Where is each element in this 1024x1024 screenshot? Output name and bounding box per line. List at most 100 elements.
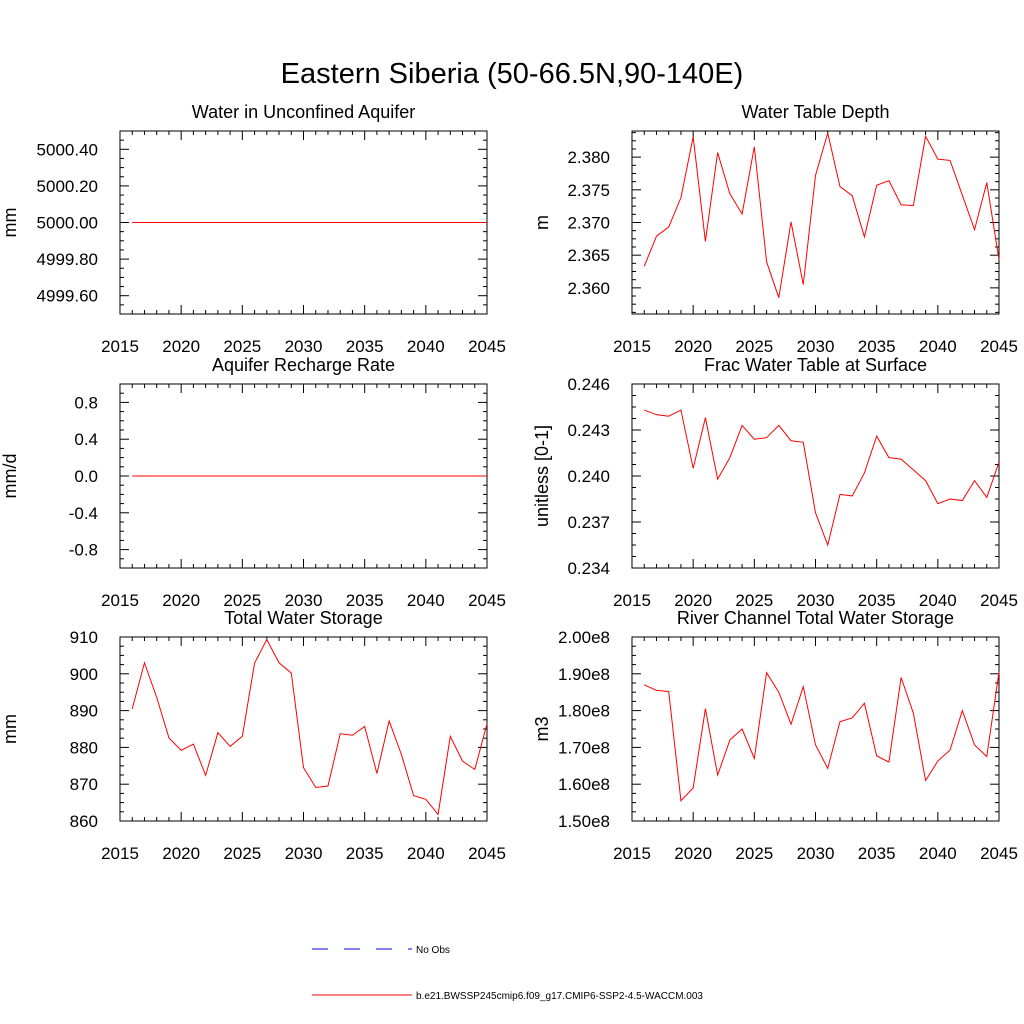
x-tick-label: 2020 — [162, 591, 200, 610]
x-tick-label: 2025 — [223, 337, 261, 356]
x-tick-label: 2030 — [285, 337, 323, 356]
x-tick-label: 2035 — [346, 591, 384, 610]
y-tick-label: 1.80e8 — [558, 702, 610, 721]
y-tick-label: 880 — [70, 738, 98, 757]
series-line-total-water-storage — [131, 638, 488, 816]
y-axis-label: unitless [0-1] — [532, 425, 552, 527]
y-tick-label: 870 — [70, 775, 98, 794]
x-tick-label: 2035 — [858, 337, 896, 356]
x-tick-label: 2040 — [407, 337, 445, 356]
x-tick-label: 2040 — [407, 844, 445, 863]
y-tick-label: 4999.60 — [37, 287, 98, 306]
x-tick-label: 2020 — [162, 337, 200, 356]
legend-model-label: b.e21.BWSSP245cmip6.f09_g17.CMIP6-SSP2-4… — [416, 991, 703, 1002]
y-axis-label: mm — [0, 208, 20, 238]
y-tick-label: 5000.20 — [37, 177, 98, 196]
x-tick-label: 2020 — [674, 591, 712, 610]
x-tick-label: 2015 — [613, 337, 651, 356]
plot-frame — [631, 383, 1000, 569]
x-tick-label: 2045 — [980, 591, 1018, 610]
legend: No Obs b.e21.BWSSP245cmip6.f09_g17.CMIP6… — [312, 945, 703, 1002]
y-axis-label: m3 — [532, 716, 552, 741]
x-tick-label: 2030 — [285, 844, 323, 863]
x-tick-label: 2040 — [919, 844, 957, 863]
series-line-frac-water-table-at-surface — [644, 409, 1000, 547]
y-tick-label: -0.8 — [69, 541, 98, 560]
panel-title: River Channel Total Water Storage — [677, 608, 954, 628]
x-tick-label: 2030 — [797, 337, 835, 356]
panel-water-table-depth: Water Table Depth 2015 2020 2025 2030 2035 204… — [532, 102, 1018, 356]
series-line-water-table-depth — [643, 132, 1000, 298]
legend-obs-label: No Obs — [416, 945, 450, 956]
y-tick-label: -0.4 — [69, 504, 98, 523]
plot-frame — [119, 636, 488, 822]
panel-total-water-storage: Total Water Storage 2015 2020 2025 2030 2035 2… — [0, 608, 506, 863]
y-tick-label: 2.365 — [567, 246, 610, 265]
y-axis-label: mm — [0, 714, 20, 744]
x-tick-label: 2015 — [101, 591, 139, 610]
y-tick-label: 910 — [70, 628, 98, 647]
x-tick-label: 2025 — [735, 337, 773, 356]
x-tick-label: 2045 — [468, 844, 506, 863]
y-tick-label: 0.246 — [567, 375, 610, 394]
y-tick-label: 890 — [70, 702, 98, 721]
series-line-river-channel-total-water-storage — [644, 671, 1000, 802]
x-tick-label: 2025 — [223, 591, 261, 610]
x-tick-label: 2020 — [674, 337, 712, 356]
panel-frac-water-table-at-surface: Frac Water Table at Surface 2015 2020 2025 2… — [532, 355, 1018, 610]
panels: Water in Unconfined Aquifer 2015 2020 2025 2… — [0, 102, 1018, 863]
panel-aquifer-recharge-rate: Aquifer Recharge Rate 2015 2020 2025 2030 203… — [0, 355, 506, 610]
x-tick-label: 2035 — [346, 844, 384, 863]
y-tick-label: 0.240 — [567, 467, 610, 486]
y-tick-label: 860 — [70, 812, 98, 831]
y-tick-label: 5000.40 — [37, 140, 98, 159]
y-tick-label: 0.0 — [74, 467, 98, 486]
x-tick-label: 2020 — [674, 844, 712, 863]
x-tick-label: 2015 — [613, 591, 651, 610]
panel-title: Total Water Storage — [224, 608, 382, 628]
panel-water-in-unconfined-aquifer: Water in Unconfined Aquifer 2015 2020 2025 2… — [0, 102, 506, 356]
y-tick-label: 0.234 — [567, 559, 610, 578]
x-tick-label: 2020 — [162, 844, 200, 863]
x-tick-label: 2040 — [919, 337, 957, 356]
x-tick-label: 2025 — [223, 844, 261, 863]
y-tick-label: 0.243 — [567, 421, 610, 440]
x-tick-label: 2030 — [797, 844, 835, 863]
x-tick-label: 2030 — [285, 591, 323, 610]
panel-title: Water Table Depth — [741, 102, 889, 122]
y-tick-label: 0.237 — [567, 513, 610, 532]
plot-frame — [631, 130, 1000, 315]
x-tick-label: 2045 — [980, 337, 1018, 356]
y-tick-label: 1.70e8 — [558, 738, 610, 757]
x-tick-label: 2015 — [101, 844, 139, 863]
x-tick-label: 2035 — [858, 844, 896, 863]
x-tick-label: 2035 — [858, 591, 896, 610]
y-tick-label: 2.360 — [567, 279, 610, 298]
y-tick-label: 2.00e8 — [558, 628, 610, 647]
y-tick-label: 0.4 — [74, 430, 98, 449]
figure-title: Eastern Siberia (50-66.5N,90-140E) — [281, 58, 744, 90]
x-tick-label: 2045 — [468, 337, 506, 356]
x-tick-label: 2040 — [407, 591, 445, 610]
y-tick-label: 900 — [70, 665, 98, 684]
y-tick-label: 0.8 — [74, 393, 98, 412]
y-tick-label: 5000.00 — [37, 214, 98, 233]
y-axis-label: mm/d — [0, 454, 20, 499]
x-tick-label: 2040 — [919, 591, 957, 610]
y-tick-label: 1.50e8 — [558, 812, 610, 831]
x-tick-label: 2045 — [980, 844, 1018, 863]
y-tick-label: 1.90e8 — [558, 665, 610, 684]
x-tick-label: 2015 — [613, 844, 651, 863]
panel-title: Water in Unconfined Aquifer — [192, 102, 415, 122]
y-tick-label: 2.370 — [567, 214, 610, 233]
x-tick-label: 2035 — [346, 337, 384, 356]
y-axis-label: m — [532, 215, 552, 230]
panel-title: Aquifer Recharge Rate — [212, 355, 395, 375]
panel-title: Frac Water Table at Surface — [704, 355, 927, 375]
x-tick-label: 2025 — [735, 591, 773, 610]
y-tick-label: 2.375 — [567, 181, 610, 200]
x-tick-label: 2025 — [735, 844, 773, 863]
x-tick-label: 2045 — [468, 591, 506, 610]
y-tick-label: 1.60e8 — [558, 775, 610, 794]
